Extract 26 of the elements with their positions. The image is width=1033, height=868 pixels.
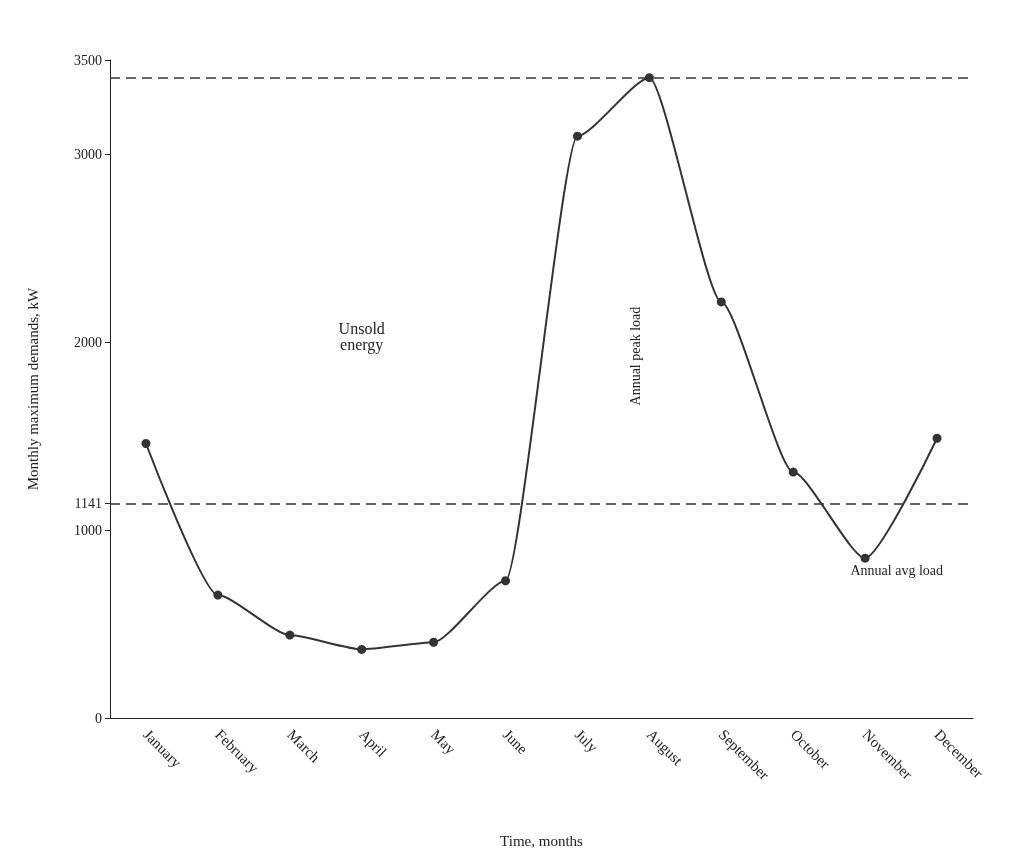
y-tick-label: 0 xyxy=(95,710,102,726)
point xyxy=(932,433,942,443)
y-tick-label: 3500 xyxy=(74,52,102,68)
point xyxy=(716,297,726,307)
point xyxy=(644,73,654,83)
point xyxy=(285,630,295,640)
point xyxy=(213,590,223,600)
y-tick-label: 3000 xyxy=(74,146,102,162)
x-tick-label: May xyxy=(427,726,460,758)
point xyxy=(572,131,582,141)
point xyxy=(501,576,511,586)
x-tick-label: June xyxy=(499,726,531,758)
x-tick-label: July xyxy=(571,726,602,756)
y-tick-label: 2000 xyxy=(74,334,102,350)
point xyxy=(141,439,151,449)
ref-line-label: Annual avg load xyxy=(850,562,943,578)
x-axis-title: Time, months xyxy=(500,832,584,849)
y-tick-label: 1000 xyxy=(74,522,102,538)
annotation: Annual peak load xyxy=(627,306,643,406)
point xyxy=(788,467,798,477)
y-axis-title: Monthly maximum demands, kW xyxy=(24,286,41,491)
point xyxy=(429,637,439,647)
y-tick-label: 1141 xyxy=(74,495,102,511)
point xyxy=(357,644,367,654)
point xyxy=(860,553,870,563)
annotation: Unsold energy xyxy=(338,319,385,354)
